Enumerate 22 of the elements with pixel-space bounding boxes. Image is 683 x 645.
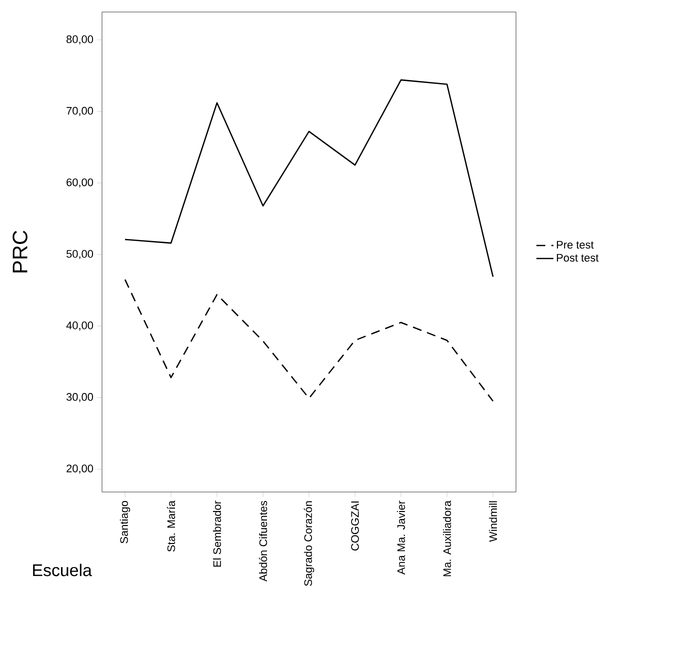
x-tick-label: Ana Ma. Javier — [396, 500, 406, 575]
y-tick-label: 80,00 — [66, 35, 94, 44]
x-tick-label: Abdón Cifuentes — [258, 500, 268, 582]
y-tick-label: 70,00 — [66, 106, 94, 116]
x-tick-label: Ma. Auxiliadora — [442, 500, 452, 576]
y-tick-label: 40,00 — [66, 322, 94, 331]
y-tick-label: 30,00 — [66, 393, 94, 402]
legend-label: Post test — [556, 254, 599, 262]
x-tick-label: El Sembrador — [212, 500, 222, 567]
y-tick-label: 20,00 — [66, 464, 94, 474]
line-series — [124, 79, 494, 278]
x-tick-label: Sagrado Corazón — [304, 501, 314, 586]
line-series — [124, 278, 494, 402]
x-axis-title: Escuela — [33, 564, 92, 576]
x-tick-label: Sta. María — [166, 500, 176, 552]
x-tick-label: Windmill — [488, 501, 498, 542]
x-tick-label: Santiago — [120, 500, 130, 544]
y-tick-label: 50,00 — [66, 250, 94, 260]
y-tick-label: 60,00 — [66, 178, 94, 188]
y-axis-title: PRC — [12, 230, 28, 272]
x-tick-label: COGGZAI — [351, 502, 359, 550]
legend-label: Pre test — [556, 240, 594, 249]
